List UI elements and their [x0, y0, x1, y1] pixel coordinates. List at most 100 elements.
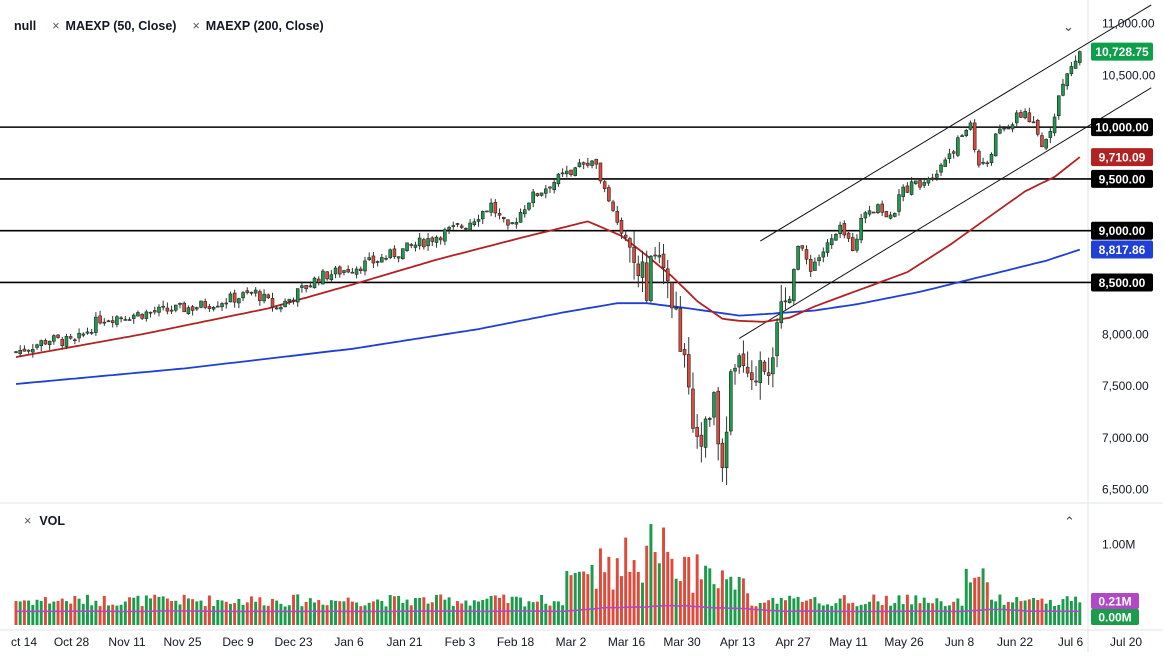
volume-bar — [834, 603, 838, 625]
volume-bar — [367, 602, 371, 625]
volume-bar — [910, 604, 914, 625]
volume-bar — [994, 601, 998, 625]
candle-body — [972, 122, 977, 150]
candle-body — [422, 239, 426, 248]
x-tick-label: Feb 3 — [445, 635, 476, 649]
x-tick-label: Dec 9 — [222, 635, 254, 649]
candle-body — [1031, 121, 1036, 124]
volume-bar — [64, 601, 68, 625]
close-icon[interactable]: × — [52, 19, 60, 33]
volume-bar — [699, 579, 703, 625]
x-tick-label: Jan 21 — [387, 635, 423, 649]
candle-body — [602, 181, 607, 189]
volume-bar — [775, 603, 779, 625]
candle-body — [94, 316, 98, 333]
volume-bar — [708, 568, 712, 625]
volume-bar — [931, 603, 935, 625]
candle-body — [569, 169, 573, 176]
candle-body — [716, 390, 720, 445]
volume-bar — [451, 605, 455, 625]
volume-legend[interactable]: × VOL — [24, 514, 65, 528]
volume-bar — [502, 594, 506, 625]
volume-bar — [947, 605, 951, 625]
ma200-legend[interactable]: × MAEXP (200, Close) — [192, 19, 323, 33]
candle-body — [321, 270, 325, 285]
x-tick-label: Mar 2 — [556, 635, 587, 649]
volume-bar — [594, 588, 598, 625]
volume-bar — [405, 599, 409, 625]
volume-bar — [985, 582, 989, 625]
volume-bar — [170, 601, 174, 625]
candle-body — [632, 246, 636, 263]
volume-bar — [981, 568, 985, 625]
chevron-up-icon[interactable]: ⌃ — [1064, 514, 1075, 529]
candle-body — [905, 185, 910, 193]
volume-bar — [666, 551, 670, 625]
candle-body — [81, 333, 86, 336]
candle-body — [821, 251, 826, 258]
vol-ma-tag-bg — [1091, 593, 1139, 609]
volume-bar — [224, 601, 228, 625]
candle-body — [329, 274, 334, 280]
candle-body — [1002, 127, 1006, 130]
candle-body — [199, 300, 203, 308]
volume-bar — [107, 605, 110, 625]
volume-bar — [657, 563, 661, 625]
candle-body — [434, 236, 439, 243]
candle-body — [598, 162, 603, 182]
y-tick-label: 7,500.00 — [1102, 379, 1149, 393]
volume-bar — [1053, 605, 1057, 625]
volume-bar — [27, 600, 31, 625]
volume-bar — [691, 592, 695, 625]
candle-body — [518, 212, 523, 223]
close-icon[interactable]: × — [24, 514, 32, 528]
x-tick-label: May 11 — [829, 635, 868, 649]
x-tick-label: Jul 6 — [1058, 635, 1084, 649]
candle-body — [35, 344, 39, 348]
candle-body — [935, 173, 939, 178]
candle-body — [930, 177, 935, 180]
candle-body — [60, 339, 65, 346]
volume-bar — [115, 605, 119, 625]
candle-body — [771, 357, 775, 375]
volume-bar — [674, 578, 678, 625]
candle-body — [274, 307, 279, 310]
candle-body — [1048, 131, 1053, 138]
candle-body — [535, 193, 540, 197]
volume-bar — [456, 601, 459, 625]
candle-body — [699, 434, 704, 447]
volume-bar — [842, 595, 846, 625]
candle-body — [729, 371, 733, 432]
close-icon[interactable]: × — [192, 19, 200, 33]
candle-body — [342, 270, 346, 273]
candle-body — [224, 302, 229, 305]
candle-body — [18, 349, 22, 355]
candle-body — [73, 339, 77, 342]
candle-body — [480, 211, 485, 220]
candle-body — [300, 285, 304, 288]
volume-bar — [426, 603, 430, 625]
volume-bar — [304, 601, 308, 625]
candle-body — [615, 211, 620, 223]
candle-body — [787, 298, 792, 304]
x-tick-label: Nov 25 — [163, 635, 201, 649]
volume-bar — [174, 600, 178, 625]
volume-bar — [788, 595, 792, 625]
vol-last-tag-bg — [1091, 609, 1139, 625]
volume-bar — [582, 571, 586, 625]
volume-bar — [943, 606, 947, 625]
volume-bar — [868, 601, 872, 625]
volume-bar — [296, 594, 300, 625]
candle-body — [258, 291, 262, 301]
candle-body — [497, 213, 502, 216]
volume-bar — [1023, 600, 1027, 625]
candle-body — [708, 418, 712, 420]
volume-bar — [1069, 600, 1073, 625]
volume-bar — [1036, 600, 1040, 625]
candle-body — [985, 162, 990, 165]
chevron-down-icon[interactable]: ⌄ — [1063, 19, 1074, 34]
candle-body — [43, 340, 48, 345]
candle-body — [640, 261, 645, 278]
ma50-legend[interactable]: × MAEXP (50, Close) — [52, 19, 176, 33]
candle-body — [720, 442, 725, 468]
